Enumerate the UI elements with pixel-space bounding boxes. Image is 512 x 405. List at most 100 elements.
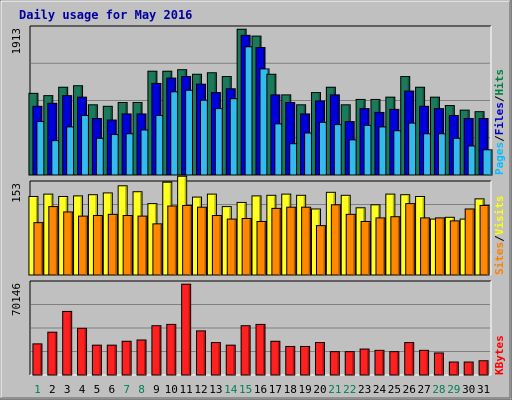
bar-shade bbox=[293, 208, 296, 275]
panel-visits-legend: Sites/Visits bbox=[493, 196, 506, 276]
bar-hits-pages-day-31 bbox=[482, 149, 493, 176]
bar-visits-sites-day-24 bbox=[375, 217, 386, 276]
bar-kbytes-kbytes-day-20 bbox=[314, 342, 325, 376]
bar-shade bbox=[130, 216, 132, 275]
panel-kbytes-max-label: 70146 bbox=[10, 283, 23, 316]
bar-visits-sites-day-20 bbox=[315, 225, 326, 276]
legend-item: / bbox=[493, 95, 506, 102]
bar-kbytes-kbytes-day-16 bbox=[255, 323, 266, 376]
legend-item: Pages bbox=[493, 142, 506, 175]
bar-shade bbox=[84, 329, 87, 375]
bar-shade bbox=[367, 350, 369, 375]
bar-visits-sites-day-29 bbox=[449, 220, 460, 276]
bar-visits-sites-day-28 bbox=[434, 217, 445, 276]
x-tick-label: 31 bbox=[477, 383, 490, 396]
panel-visits-max-label: 153 bbox=[10, 183, 23, 203]
bar-shade bbox=[189, 206, 192, 275]
x-tick-label: 26 bbox=[403, 383, 416, 396]
bar-shade bbox=[54, 333, 57, 375]
bar-shade bbox=[490, 150, 492, 175]
bar-visits-sites-day-6 bbox=[107, 213, 118, 276]
bar-visits-sites-day-4 bbox=[78, 215, 89, 276]
legend-item: / bbox=[493, 235, 506, 242]
x-tick-label: 15 bbox=[239, 383, 252, 396]
bar-visits-sites-day-30 bbox=[464, 208, 475, 276]
bar-shade bbox=[308, 208, 311, 275]
bar-shade bbox=[174, 207, 177, 275]
bar-shade bbox=[114, 346, 116, 375]
x-tick-label: 23 bbox=[358, 383, 371, 396]
bar-kbytes-kbytes-day-25 bbox=[389, 351, 400, 376]
bar-shade bbox=[353, 215, 355, 275]
bar-kbytes-kbytes-day-15 bbox=[240, 325, 251, 376]
chart-title: Daily usage for May 2016 bbox=[19, 8, 192, 22]
x-tick-label: 28 bbox=[432, 383, 445, 396]
legend-item: Sites bbox=[493, 242, 506, 275]
x-tick-label: 25 bbox=[388, 383, 401, 396]
bar-visits-sites-day-3 bbox=[63, 211, 74, 276]
bar-kbytes-kbytes-day-14 bbox=[225, 344, 236, 376]
bar-kbytes-kbytes-day-28 bbox=[433, 352, 444, 376]
bar-shade bbox=[40, 223, 43, 275]
bar-shade bbox=[487, 206, 489, 275]
bar-kbytes-kbytes-day-17 bbox=[270, 340, 281, 376]
bar-shade bbox=[381, 351, 384, 375]
bar-kbytes-kbytes-day-29 bbox=[448, 361, 459, 376]
x-tick-label: 3 bbox=[64, 383, 71, 396]
bar-shade bbox=[203, 331, 206, 375]
bar-visits-sites-day-17 bbox=[271, 207, 282, 276]
bar-shade bbox=[338, 205, 340, 275]
bar-shade bbox=[218, 343, 220, 375]
bar-shade bbox=[69, 312, 72, 375]
legend-item: Hits bbox=[493, 69, 506, 96]
bar-visits-sites-day-21 bbox=[330, 204, 341, 276]
x-tick-label: 4 bbox=[79, 383, 86, 396]
bar-shade bbox=[219, 216, 221, 275]
bar-shade bbox=[352, 352, 354, 375]
bar-kbytes-kbytes-day-18 bbox=[285, 345, 296, 376]
bar-shade bbox=[144, 340, 146, 375]
bar-shade bbox=[159, 224, 162, 275]
bar-visits-sites-day-23 bbox=[360, 220, 371, 276]
bar-visits-sites-day-12 bbox=[197, 206, 208, 276]
bar-kbytes-kbytes-day-2 bbox=[47, 331, 58, 376]
bar-shade bbox=[307, 347, 310, 375]
bar-visits-sites-day-10 bbox=[167, 205, 178, 276]
bar-shade bbox=[234, 220, 236, 275]
bar-kbytes-kbytes-day-1 bbox=[32, 343, 43, 376]
bar-kbytes-kbytes-day-27 bbox=[419, 349, 430, 376]
x-tick-label: 2 bbox=[49, 383, 56, 396]
bar-kbytes-kbytes-day-22 bbox=[344, 351, 355, 376]
bar-shade bbox=[233, 346, 235, 375]
bar-shade bbox=[264, 222, 266, 275]
bar-kbytes-kbytes-day-21 bbox=[329, 351, 340, 376]
bar-kbytes-kbytes-day-19 bbox=[300, 345, 311, 376]
x-tick-label: 21 bbox=[328, 383, 341, 396]
bar-visits-sites-day-15 bbox=[241, 217, 252, 276]
bar-shade bbox=[100, 216, 102, 275]
x-tick-label: 8 bbox=[138, 383, 145, 396]
bar-visits-sites-day-16 bbox=[256, 220, 267, 276]
bar-shade bbox=[85, 217, 88, 275]
bar-kbytes-kbytes-day-30 bbox=[463, 361, 474, 376]
legend-item: Visits bbox=[493, 196, 506, 236]
bar-shade bbox=[278, 209, 281, 275]
bar-shade bbox=[456, 363, 458, 375]
bar-kbytes-kbytes-day-7 bbox=[121, 340, 132, 376]
bar-shade bbox=[427, 218, 430, 275]
bar-shade bbox=[472, 209, 474, 275]
panel-hits-max-label: 1913 bbox=[10, 28, 23, 55]
x-tick-label: 12 bbox=[194, 383, 207, 396]
bar-visits-sites-day-27 bbox=[420, 217, 431, 276]
bar-shade bbox=[441, 353, 443, 375]
bar-shade bbox=[486, 119, 488, 175]
bar-shade bbox=[382, 218, 385, 275]
bar-kbytes-kbytes-day-5 bbox=[91, 344, 102, 376]
bar-shade bbox=[426, 351, 429, 375]
bar-visits-sites-day-26 bbox=[405, 203, 416, 276]
bar-shade bbox=[486, 361, 488, 375]
bar-shade bbox=[322, 343, 324, 375]
x-tick-label: 9 bbox=[153, 383, 160, 396]
bar-kbytes-kbytes-day-26 bbox=[404, 342, 415, 376]
